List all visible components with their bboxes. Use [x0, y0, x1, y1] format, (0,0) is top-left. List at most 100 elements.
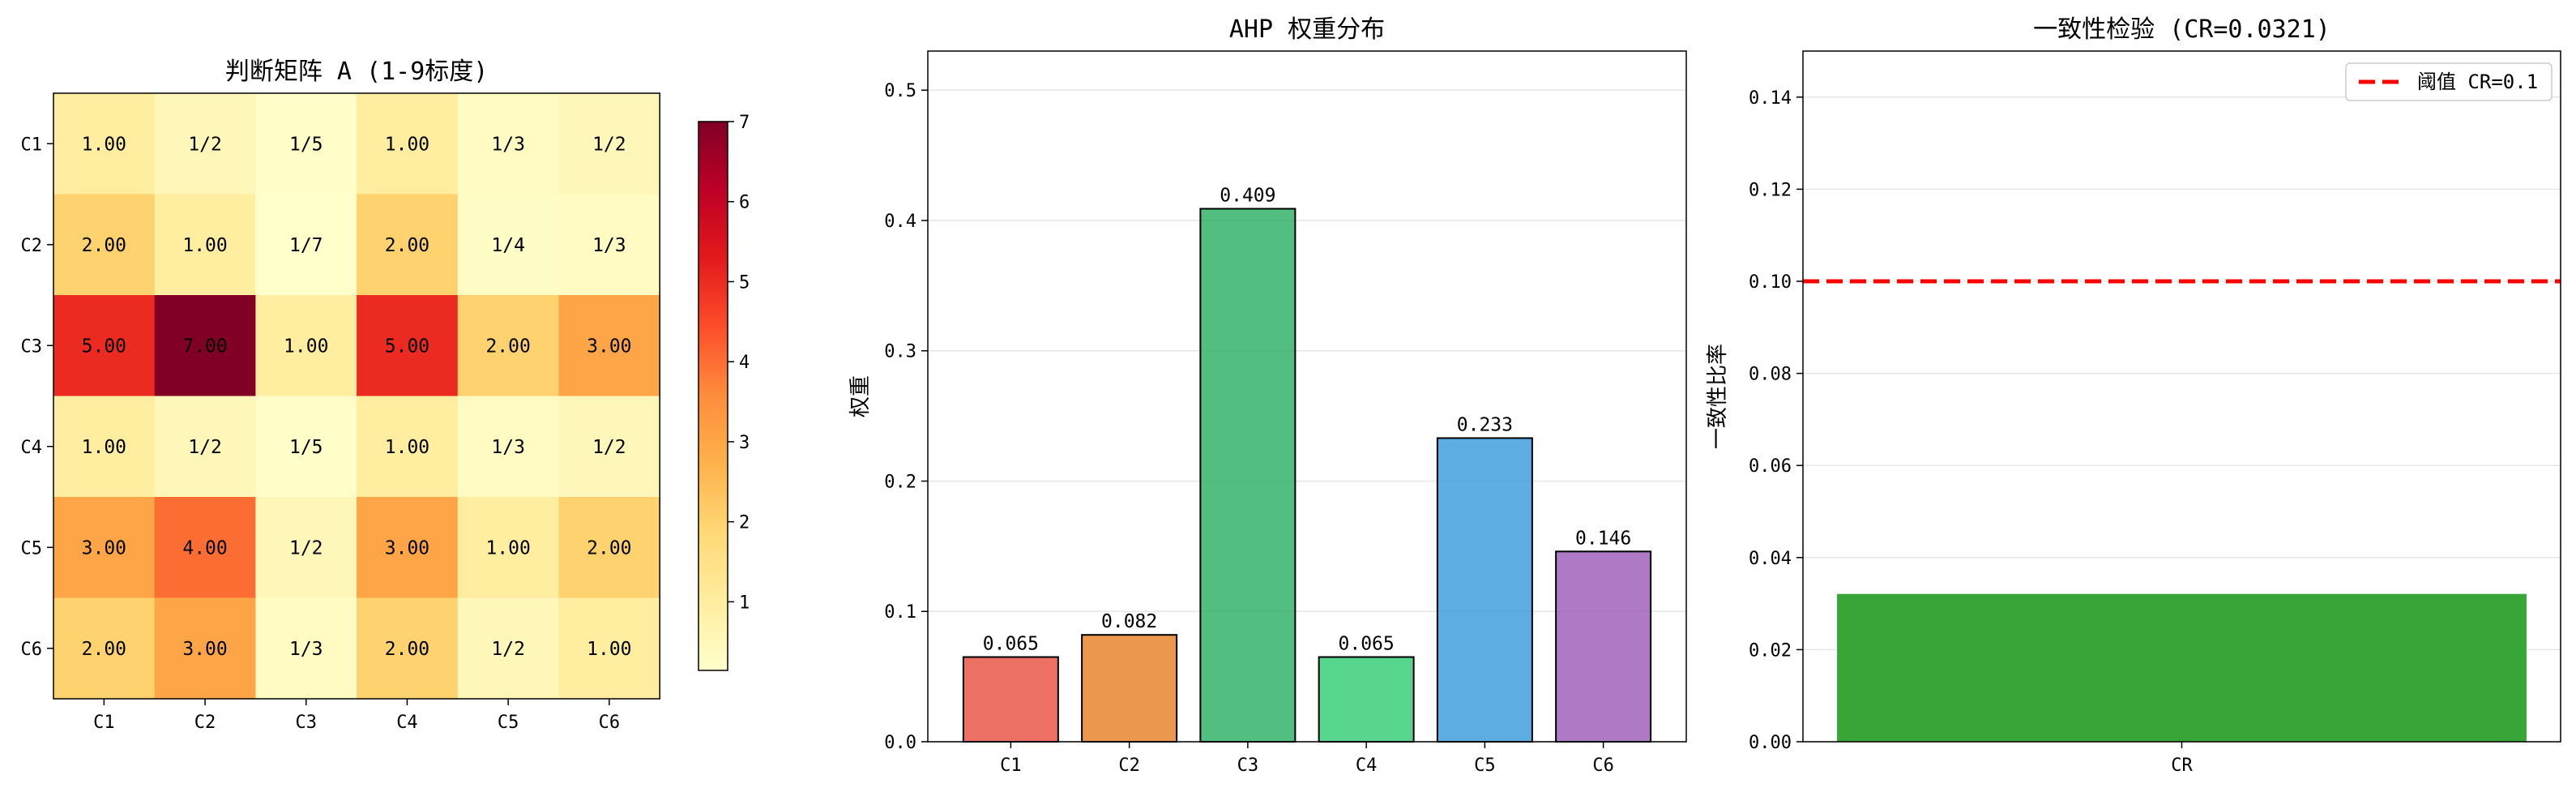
- x-tick-label: CR: [2171, 756, 2193, 776]
- heatmap-cell-label: 3.00: [385, 537, 429, 559]
- heatmap-cell-label: 1/3: [491, 437, 525, 458]
- heatmap-cell: [154, 93, 256, 195]
- heatmap-cell: [457, 194, 560, 296]
- heatmap-cell: [154, 597, 256, 700]
- colorbar-tick-label: 5: [739, 272, 750, 293]
- heatmap-cell: [357, 295, 459, 397]
- heatmap-cell-label: 1/3: [289, 639, 323, 660]
- heatmap-cell: [558, 93, 660, 195]
- heatmap-cell-label: 1/3: [592, 235, 626, 256]
- heatmap-row-label: C1: [21, 135, 43, 155]
- colorbar-tick-label: 3: [739, 433, 750, 453]
- heatmap-cell: [53, 295, 156, 397]
- weight-bar: [1318, 656, 1415, 743]
- bar-value-label: 0.233: [1457, 414, 1513, 435]
- heatmap-cell: [255, 497, 357, 599]
- weight-bar: [1436, 437, 1533, 743]
- y-tick-label: 0.4: [884, 212, 916, 232]
- heatmap-col-label: C4: [396, 713, 418, 733]
- heatmap-cell-label: 1.00: [182, 235, 227, 256]
- heatmap-cell: [457, 93, 560, 195]
- heatmap-cell-label: 1.00: [82, 437, 126, 458]
- weight-bar: [962, 656, 1059, 743]
- heatmap-cell-label: 1.00: [485, 537, 530, 559]
- y-tick-label: 0.1: [884, 602, 916, 623]
- heatmap-cell: [457, 396, 560, 498]
- heatmap-cell: [357, 396, 459, 498]
- heatmap-cell: [357, 194, 459, 296]
- x-tick-label: C3: [1237, 756, 1259, 776]
- heatmap-col-label: C6: [599, 713, 621, 733]
- heatmap-cell-label: 2.00: [385, 639, 429, 660]
- heatmap-panel: 判断矩阵 A (1-9标度) 1.00 1/2 1/5 1.00 1/3 1/2 2.00 1.…: [21, 58, 750, 733]
- bar-value-label: 0.146: [1575, 528, 1631, 549]
- y-tick-label: 0.02: [1749, 640, 1792, 661]
- x-tick-label: C1: [1000, 756, 1022, 776]
- heatmap-cell-label: 1/2: [592, 437, 626, 458]
- y-tick-label: 0.14: [1749, 88, 1792, 109]
- heatmap-cell: [357, 597, 459, 700]
- legend-box: [2345, 62, 2553, 101]
- x-tick-label: C2: [1118, 756, 1140, 776]
- heatmap-col-label: C1: [93, 713, 115, 733]
- heatmap-col-label: C2: [194, 713, 216, 733]
- heatmap-cell: [558, 295, 660, 397]
- heatmap-col-label: C5: [498, 713, 519, 733]
- heatmap-cell-label: 1/5: [289, 134, 323, 155]
- weight-chart-title: AHP 权重分布: [1229, 15, 1385, 44]
- heatmap-cell: [558, 396, 660, 498]
- heatmap-cell-label: 2.00: [485, 336, 530, 357]
- heatmap-cell: [53, 194, 156, 296]
- colorbar-tick-label: 4: [739, 353, 750, 373]
- heatmap-frame: [53, 92, 660, 700]
- colorbar-tick-label: 2: [739, 513, 750, 533]
- heatmap-row-label: C6: [21, 640, 43, 660]
- heatmap-cell-label: 3.00: [587, 336, 631, 357]
- y-tick-label: 0.12: [1749, 180, 1792, 200]
- heatmap-cell-label: 2.00: [82, 235, 126, 256]
- heatmap-cell: [154, 295, 256, 397]
- heatmap-cell: [558, 497, 660, 599]
- heatmap-cell: [154, 497, 256, 599]
- heatmap-cell: [53, 396, 156, 498]
- heatmap-cell-label: 3.00: [82, 537, 126, 559]
- heatmap-cell-label: 1/3: [491, 134, 525, 155]
- heatmap-title: 判断矩阵 A (1-9标度): [225, 58, 489, 86]
- heatmap-cell-label: 4.00: [182, 537, 227, 559]
- heatmap-cell: [457, 497, 560, 599]
- consistency-panel: 一致性检验 (CR=0.0321) 0.00 0.02 0.04 0.06 0.08 0.1…: [1706, 15, 2561, 776]
- heatmap-cell-label: 2.00: [587, 537, 631, 559]
- heatmap-cell: [457, 597, 560, 700]
- heatmap-cell: [357, 497, 459, 599]
- y-tick-label: 0.5: [884, 81, 916, 101]
- y-axis-label: 一致性比率: [1706, 344, 1730, 449]
- heatmap-row-label: C2: [21, 236, 43, 256]
- heatmap-col-label: C3: [296, 713, 318, 733]
- y-tick-label: 0.08: [1749, 365, 1792, 385]
- y-tick-label: 0.00: [1749, 733, 1792, 753]
- heatmap-cell-label: 1.00: [385, 437, 429, 458]
- heatmap-row-label: C4: [21, 438, 43, 458]
- heatmap-cell-label: 1/2: [592, 134, 626, 155]
- bar-value-label: 0.409: [1220, 186, 1275, 207]
- colorbar-tick-label: 6: [739, 193, 750, 213]
- heatmap-cell-label: 1/2: [188, 134, 222, 155]
- heatmap-cell: [154, 194, 256, 296]
- heatmap-cell-label: 1.00: [82, 134, 126, 155]
- heatmap-cell: [255, 396, 357, 498]
- heatmap-cell-label: 2.00: [385, 235, 429, 256]
- heatmap-cell-label: 3.00: [182, 639, 227, 660]
- y-tick-label: 0.3: [884, 342, 916, 362]
- y-tick-label: 0.0: [884, 733, 916, 753]
- heatmap-cell-label: 7.00: [182, 336, 227, 357]
- axes-frame: [927, 50, 1687, 743]
- axes-frame: [1802, 50, 2561, 743]
- y-tick-label: 0.04: [1749, 549, 1792, 569]
- x-tick-label: C5: [1474, 756, 1496, 776]
- consistency-chart-title: 一致性检验 (CR=0.0321): [2033, 15, 2330, 44]
- heatmap-cell-label: 5.00: [82, 336, 126, 357]
- heatmap-cell: [457, 295, 560, 397]
- heatmap-cell-label: 1/2: [491, 639, 525, 660]
- heatmap-cell: [255, 194, 357, 296]
